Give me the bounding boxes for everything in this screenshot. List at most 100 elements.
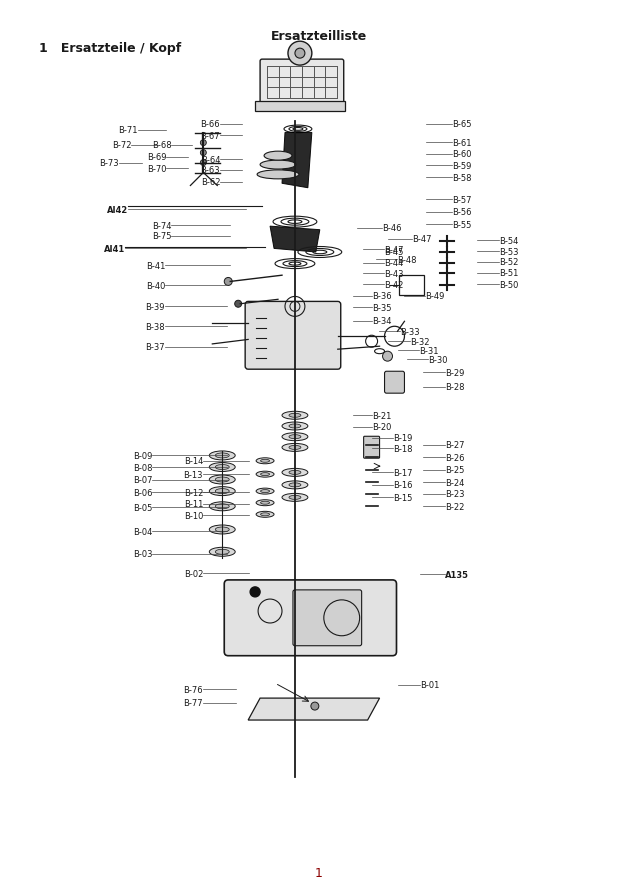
Text: Ersatzteilliste: Ersatzteilliste [270, 30, 367, 43]
Bar [255, 102, 345, 112]
Text: B-60: B-60 [452, 150, 471, 159]
Text: B-49: B-49 [425, 291, 445, 301]
Ellipse shape [289, 471, 301, 475]
Circle shape [383, 352, 392, 362]
Text: B-12: B-12 [183, 488, 203, 497]
Text: B-56: B-56 [452, 208, 471, 217]
Ellipse shape [210, 487, 235, 496]
Text: B-14: B-14 [183, 457, 203, 466]
Text: B-58: B-58 [452, 173, 471, 182]
FancyBboxPatch shape [364, 437, 380, 459]
Text: B-70: B-70 [147, 164, 166, 173]
Text: B-62: B-62 [201, 178, 220, 187]
Text: B-20: B-20 [373, 423, 392, 432]
Text: B-17: B-17 [393, 468, 413, 477]
Ellipse shape [210, 526, 235, 535]
Text: B-77: B-77 [183, 698, 203, 707]
Text: B-76: B-76 [183, 685, 203, 694]
Text: B-52: B-52 [499, 258, 519, 267]
Text: B-38: B-38 [145, 322, 165, 331]
Text: B-47: B-47 [412, 235, 432, 244]
Text: B-69: B-69 [147, 153, 166, 162]
Text: B-19: B-19 [393, 434, 413, 443]
Text: B-25: B-25 [445, 466, 465, 475]
Text: B-66: B-66 [201, 120, 220, 129]
Ellipse shape [256, 511, 274, 518]
Circle shape [224, 278, 233, 286]
Ellipse shape [215, 465, 229, 470]
Ellipse shape [264, 152, 292, 161]
Text: B-42: B-42 [384, 281, 403, 290]
Ellipse shape [261, 473, 269, 477]
Ellipse shape [256, 489, 274, 494]
Ellipse shape [289, 435, 301, 439]
Circle shape [250, 587, 260, 597]
Ellipse shape [289, 414, 301, 417]
Ellipse shape [256, 472, 274, 477]
Circle shape [201, 140, 206, 147]
Ellipse shape [256, 459, 274, 464]
Ellipse shape [210, 548, 235, 557]
Circle shape [288, 42, 312, 66]
Text: B-31: B-31 [419, 346, 438, 355]
Ellipse shape [282, 412, 308, 420]
Text: B-39: B-39 [145, 302, 165, 312]
Text: B-74: B-74 [152, 222, 171, 231]
Text: B-68: B-68 [152, 141, 171, 150]
Ellipse shape [215, 453, 229, 459]
Polygon shape [270, 227, 320, 253]
Text: B-06: B-06 [133, 488, 152, 497]
Text: B-63: B-63 [201, 166, 220, 175]
Text: Al41: Al41 [104, 245, 125, 254]
Text: A135: A135 [445, 570, 469, 579]
Text: B-65: B-65 [452, 120, 471, 129]
Ellipse shape [261, 490, 269, 493]
Text: B-46: B-46 [382, 224, 401, 233]
FancyBboxPatch shape [224, 580, 396, 656]
Ellipse shape [215, 550, 229, 554]
Text: B-26: B-26 [445, 453, 465, 462]
Ellipse shape [215, 504, 229, 510]
Ellipse shape [282, 481, 308, 489]
Text: B-05: B-05 [133, 503, 152, 512]
Text: B-32: B-32 [410, 337, 430, 346]
Ellipse shape [282, 493, 308, 502]
Circle shape [234, 301, 241, 308]
Ellipse shape [282, 468, 308, 477]
Text: B-28: B-28 [445, 383, 465, 392]
Text: B-41: B-41 [146, 262, 165, 271]
Text: B-67: B-67 [201, 131, 220, 140]
Text: 1   Ersatzteile / Kopf: 1 Ersatzteile / Kopf [39, 41, 182, 55]
Ellipse shape [215, 477, 229, 483]
Text: B-03: B-03 [133, 550, 152, 559]
Ellipse shape [260, 161, 296, 170]
Text: B-33: B-33 [399, 327, 419, 336]
Ellipse shape [261, 513, 269, 516]
Ellipse shape [210, 463, 235, 472]
Text: B-02: B-02 [183, 569, 203, 578]
Ellipse shape [257, 171, 299, 180]
Text: B-21: B-21 [373, 411, 392, 420]
Text: B-57: B-57 [452, 196, 471, 205]
FancyBboxPatch shape [385, 372, 404, 393]
Ellipse shape [261, 460, 269, 463]
Text: B-34: B-34 [373, 316, 392, 325]
Text: B-15: B-15 [393, 493, 413, 502]
Text: B-61: B-61 [452, 139, 471, 148]
Circle shape [201, 150, 206, 156]
Circle shape [311, 703, 319, 710]
Ellipse shape [289, 484, 301, 487]
Text: B-53: B-53 [499, 248, 519, 257]
Text: B-40: B-40 [146, 282, 165, 291]
Text: B-08: B-08 [133, 463, 152, 472]
Text: B-48: B-48 [397, 256, 417, 265]
Text: B-72: B-72 [112, 141, 131, 150]
Polygon shape [248, 698, 380, 721]
Text: B-23: B-23 [445, 490, 465, 499]
Text: B-51: B-51 [499, 269, 519, 278]
Bar [399, 275, 424, 296]
FancyBboxPatch shape [245, 302, 341, 370]
Text: B-11: B-11 [183, 500, 203, 509]
Ellipse shape [210, 502, 235, 511]
Ellipse shape [256, 500, 274, 506]
